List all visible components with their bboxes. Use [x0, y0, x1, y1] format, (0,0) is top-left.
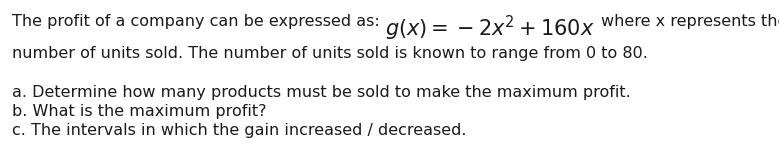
Text: c. The intervals in which the gain increased / decreased.: c. The intervals in which the gain incre… [12, 123, 467, 138]
Text: number of units sold. The number of units sold is known to range from 0 to 80.: number of units sold. The number of unit… [12, 46, 648, 61]
Text: a. Determine how many products must be sold to make the maximum profit.: a. Determine how many products must be s… [12, 85, 631, 100]
Text: where x represents the: where x represents the [601, 14, 779, 29]
Text: The profit of a company can be expressed as:: The profit of a company can be expressed… [12, 14, 385, 29]
Text: b. What is the maximum profit?: b. What is the maximum profit? [12, 104, 266, 119]
Text: $g(x) = -2x^2 + 160x$: $g(x) = -2x^2 + 160x$ [385, 14, 594, 43]
